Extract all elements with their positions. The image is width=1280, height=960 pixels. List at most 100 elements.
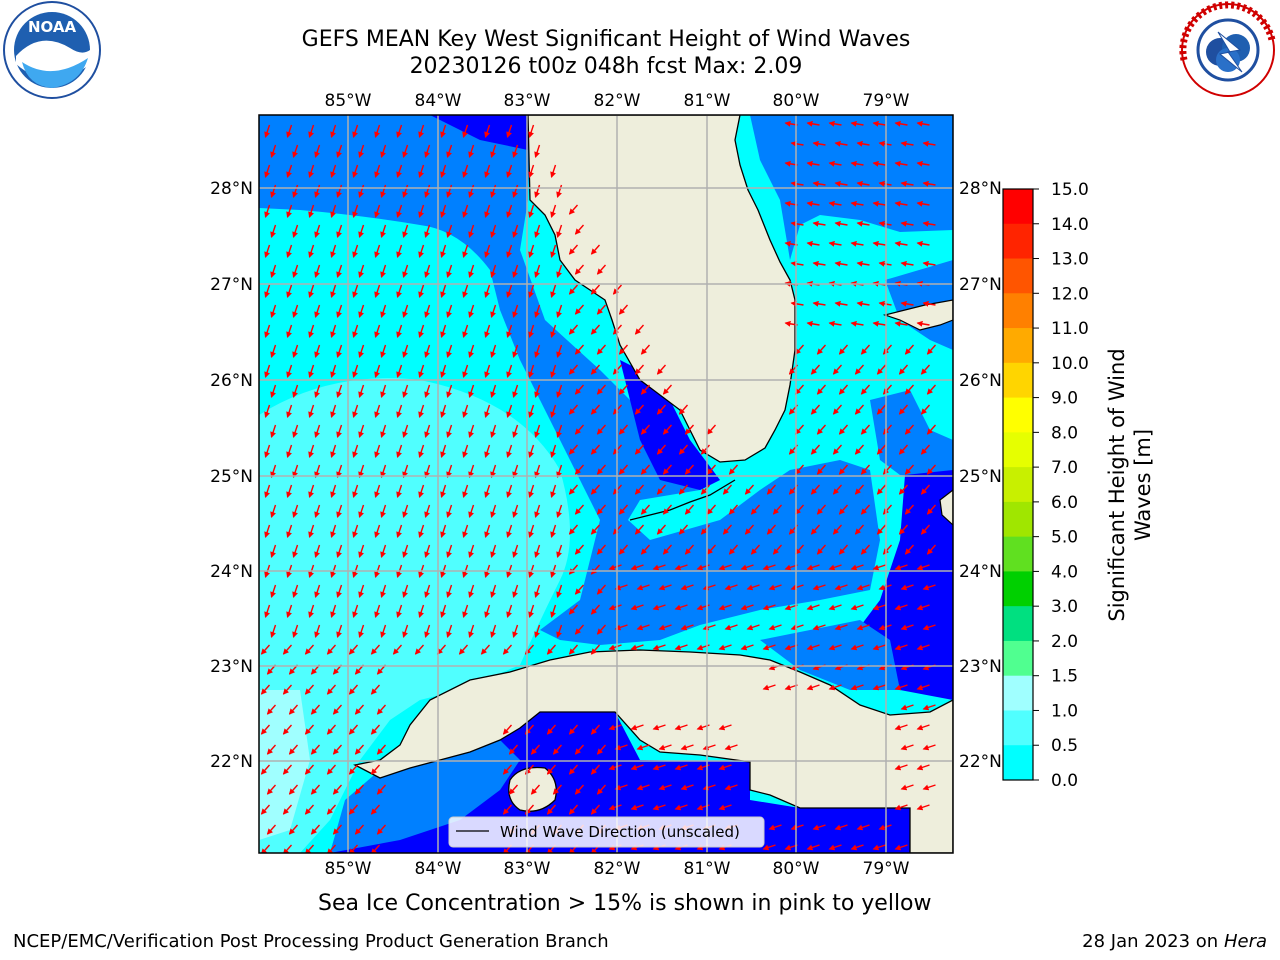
wind-arrow	[900, 784, 914, 791]
wind-arrow	[308, 124, 315, 138]
wind-arrow	[380, 624, 387, 638]
wind-arrow	[266, 824, 277, 835]
wind-arrow	[894, 684, 908, 691]
wind-arrow	[264, 164, 271, 178]
wind-arrow	[762, 564, 776, 571]
colorbar-tick-label: 11.0	[1051, 319, 1089, 339]
wind-arrow	[790, 624, 804, 631]
wind-arrow	[402, 264, 409, 278]
wind-arrow	[292, 304, 299, 318]
wind-arrow	[850, 844, 864, 851]
wind-arrow	[402, 464, 409, 478]
wind-arrow	[882, 504, 893, 515]
wind-arrow	[374, 604, 381, 618]
colorbar-segment	[1003, 223, 1033, 260]
wind-arrow	[358, 144, 365, 158]
wind-arrow	[304, 804, 315, 815]
wind-arrow	[468, 384, 475, 398]
wind-arrow	[590, 364, 601, 375]
wind-arrow	[374, 364, 381, 378]
wind-arrow	[894, 160, 908, 167]
wind-arrow	[468, 624, 475, 638]
wind-arrow	[264, 444, 271, 458]
wind-arrow	[590, 724, 601, 735]
wind-arrow	[310, 744, 321, 755]
wind-arrow	[502, 644, 513, 655]
wind-arrow	[922, 584, 936, 591]
map-legend: Wind Wave Direction (unscaled)	[448, 816, 765, 848]
wind-arrow	[832, 484, 843, 495]
wind-arrow	[590, 484, 601, 495]
wind-arrow	[528, 124, 535, 138]
wind-arrow	[590, 404, 601, 415]
wind-arrow	[336, 344, 343, 358]
wind-arrow	[370, 644, 381, 655]
wind-arrow	[618, 304, 629, 315]
wind-arrow	[352, 604, 359, 618]
wind-arrow	[850, 320, 864, 327]
wind-arrow	[838, 344, 849, 355]
wind-arrow	[446, 464, 453, 478]
wind-arrow	[790, 584, 804, 591]
florida-landmass	[527, 115, 796, 463]
wind-arrow	[292, 624, 299, 638]
wind-arrow	[534, 224, 541, 238]
wind-arrow	[462, 484, 469, 498]
wind-arrow	[374, 244, 381, 258]
wind-arrow	[286, 404, 293, 418]
wind-arrow	[652, 764, 666, 771]
wind-arrow	[882, 424, 893, 435]
wind-arrow	[546, 764, 557, 775]
wind-arrow	[480, 644, 491, 655]
wind-arrow	[590, 324, 601, 335]
wind-arrow	[282, 684, 293, 695]
wind-arrow	[618, 344, 629, 355]
wind-arrow	[574, 504, 585, 515]
wind-arrow	[424, 384, 431, 398]
wind-arrow	[512, 424, 519, 438]
lon-label-top: 84°W	[415, 91, 462, 111]
wind-arrow	[528, 204, 535, 218]
wind-arrow	[834, 140, 848, 147]
wind-arrow	[894, 564, 908, 571]
wind-arrow	[264, 604, 271, 618]
wind-arrow	[380, 344, 387, 358]
wind-arrow	[894, 644, 908, 651]
wind-arrow	[490, 544, 497, 558]
wind-arrow	[440, 204, 447, 218]
wind-arrow	[418, 244, 425, 258]
wind-arrow	[512, 344, 519, 358]
wind-arrow	[556, 424, 563, 438]
colorbar-segment	[1003, 640, 1033, 677]
wind-arrow	[590, 644, 601, 655]
wind-arrow	[352, 524, 359, 538]
wind-arrow	[468, 584, 475, 598]
wind-arrow	[370, 684, 381, 695]
wind-arrow	[854, 444, 865, 455]
wind-arrow	[292, 264, 299, 278]
wind-arrow	[634, 324, 645, 335]
wind-arrow	[680, 744, 694, 751]
wind-arrow	[838, 464, 849, 475]
wind-arrow	[462, 404, 469, 418]
wind-arrow	[506, 524, 513, 538]
wind-arrow	[374, 124, 381, 138]
wind-arrow	[462, 324, 469, 338]
wind-arrow	[806, 844, 820, 851]
wind-arrow	[446, 424, 453, 438]
wind-arrow	[336, 504, 343, 518]
wind-arrow	[718, 804, 732, 811]
wind-arrow	[746, 584, 760, 591]
wind-arrow	[352, 444, 359, 458]
wind-arrow	[376, 824, 387, 835]
colorbar-tick-label: 10.0	[1051, 354, 1089, 374]
wind-arrow	[424, 184, 431, 198]
wind-arrow	[636, 744, 650, 751]
wind-arrow	[630, 724, 644, 731]
wind-arrow	[618, 464, 629, 475]
wave-region-0p5-1-bahamas2	[870, 390, 953, 480]
wind-arrow	[744, 524, 755, 535]
wind-arrow	[374, 284, 381, 298]
wind-arrow	[652, 804, 666, 811]
wind-arrow	[916, 644, 930, 651]
